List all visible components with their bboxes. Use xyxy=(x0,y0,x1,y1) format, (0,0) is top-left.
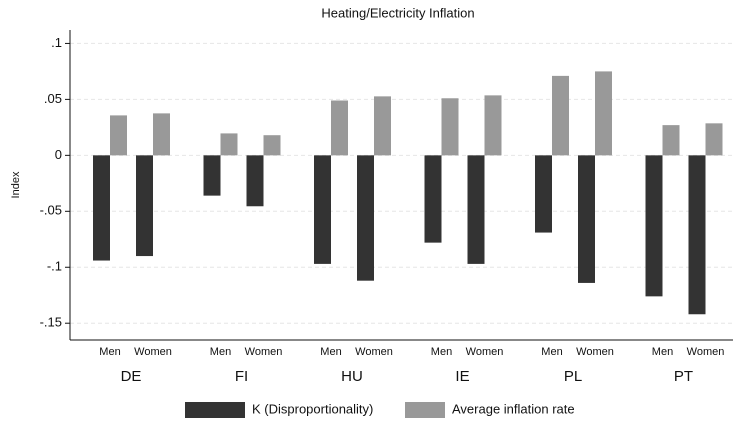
y-tick-label: -.05 xyxy=(40,203,62,218)
bar xyxy=(314,155,331,264)
bar xyxy=(246,155,264,207)
x-tick-label: Men xyxy=(541,346,562,358)
bar xyxy=(467,155,485,264)
bar xyxy=(552,75,569,156)
group-label: PL xyxy=(564,368,582,385)
x-tick-label: Women xyxy=(355,346,393,358)
y-tick-label: -.15 xyxy=(40,315,62,330)
bar xyxy=(93,155,110,261)
group-label: DE xyxy=(121,368,142,385)
bar xyxy=(578,155,595,283)
legend-label: Average inflation rate xyxy=(452,401,575,416)
y-tick-label: 0 xyxy=(55,147,62,162)
x-tick-label: Men xyxy=(431,346,452,358)
bar xyxy=(357,155,374,281)
x-tick-label: Men xyxy=(210,346,231,358)
bar xyxy=(705,123,723,156)
bar xyxy=(688,155,706,315)
y-tick-label: -.1 xyxy=(47,259,62,274)
bar xyxy=(595,71,612,156)
bar xyxy=(331,100,348,156)
x-tick-label: Women xyxy=(576,346,614,358)
bar xyxy=(484,95,502,156)
group-label: HU xyxy=(341,368,363,385)
x-tick-label: Women xyxy=(466,346,504,358)
bar xyxy=(662,125,680,156)
bar xyxy=(220,133,238,156)
chart-title: Heating/Electricity Inflation xyxy=(321,5,474,20)
x-tick-label: Women xyxy=(687,346,725,358)
legend-swatch xyxy=(405,402,445,418)
x-tick-label: Women xyxy=(134,346,172,358)
bar xyxy=(263,135,281,156)
bar xyxy=(441,98,459,156)
bar xyxy=(203,155,221,196)
bar xyxy=(136,155,153,257)
bar xyxy=(424,155,442,243)
group-label: IE xyxy=(455,368,469,385)
bar xyxy=(374,96,391,156)
bar xyxy=(645,155,663,297)
group-label: FI xyxy=(235,368,248,385)
y-tick-label: .05 xyxy=(44,91,62,106)
x-tick-label: Women xyxy=(245,346,283,358)
x-tick-label: Men xyxy=(99,346,120,358)
bar xyxy=(535,155,552,233)
legend-label: K (Disproportionality) xyxy=(252,401,373,416)
y-tick-label: .1 xyxy=(51,35,62,50)
bar xyxy=(110,115,127,156)
y-axis-label: Index xyxy=(10,171,22,198)
legend-swatch xyxy=(185,402,245,418)
x-tick-label: Men xyxy=(320,346,341,358)
group-label: PT xyxy=(674,368,693,385)
bar xyxy=(153,113,170,156)
x-tick-label: Men xyxy=(652,346,673,358)
